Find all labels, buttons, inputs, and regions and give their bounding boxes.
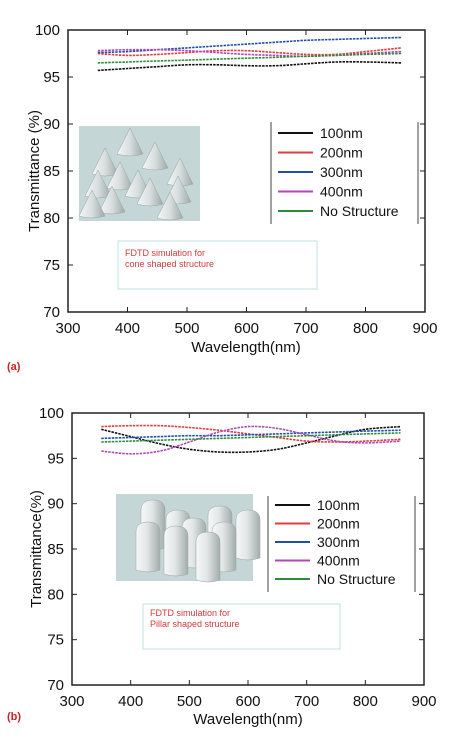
y-axis-title-a: Transmittance (%) bbox=[26, 110, 43, 232]
series-a bbox=[97, 36, 402, 72]
cone-shape bbox=[141, 141, 169, 171]
legend-b: 100nm 200nm 300nm 400nm No Structure bbox=[267, 496, 416, 592]
legend-label: 300nm bbox=[317, 534, 360, 550]
legend-label: 400nm bbox=[317, 553, 360, 569]
legend-label: 100nm bbox=[317, 497, 360, 513]
x-tick-label: 500 bbox=[177, 693, 202, 710]
legend-label: 200nm bbox=[320, 145, 363, 161]
y-tick-label: 100 bbox=[39, 405, 64, 422]
x-tick-label: 300 bbox=[55, 320, 80, 337]
panel-label-a: (a) bbox=[7, 361, 21, 373]
cone-structures-inset bbox=[78, 126, 200, 221]
annotation-box-a: FDTD simulation for cone shaped structur… bbox=[117, 240, 318, 290]
legend-label: 100nm bbox=[320, 125, 363, 141]
y-tick-label: 80 bbox=[43, 210, 60, 227]
cone-shape bbox=[156, 191, 184, 221]
x-axis-title-a: Wavelength(nm) bbox=[191, 339, 300, 356]
series-line-300nm bbox=[101, 429, 401, 440]
y-tick-label: 80 bbox=[47, 586, 64, 603]
series-line-100nm bbox=[101, 425, 401, 454]
series-line-100nm bbox=[97, 60, 402, 72]
annotation-b-line2: Pillar shaped structure bbox=[150, 619, 240, 629]
legend-label: 200nm bbox=[317, 516, 360, 532]
pillar-shape bbox=[163, 525, 189, 577]
x-axis-title-b: Wavelength(nm) bbox=[193, 711, 302, 728]
y-tick-label: 75 bbox=[47, 632, 64, 649]
y-tick-label: 95 bbox=[47, 450, 64, 467]
annotation-a-line1: FDTD simulation for bbox=[125, 248, 205, 258]
y-tick-label: 100 bbox=[35, 22, 60, 39]
series-line-200nm bbox=[97, 47, 402, 57]
y-tick-label: 85 bbox=[43, 163, 60, 180]
x-tick-label: 600 bbox=[234, 320, 259, 337]
x-tick-label: 500 bbox=[174, 320, 199, 337]
panel-label-b: (b) bbox=[7, 711, 21, 723]
legend-label: 400nm bbox=[320, 184, 363, 200]
annotation-b-line1: FDTD simulation for bbox=[150, 608, 230, 618]
x-tick-label: 800 bbox=[353, 320, 378, 337]
ticks-a: 300 400 500 600 700 800 900 70 75 80 85 90 95 100 bbox=[35, 22, 438, 337]
y-tick-label: 75 bbox=[43, 257, 60, 274]
legend-a: 100nm 200nm 300nm 400nm No Structure bbox=[270, 122, 419, 224]
pillar-shape bbox=[195, 531, 221, 583]
y-axis-title-b: Transmittance(%) bbox=[28, 490, 45, 608]
y-tick-label: 95 bbox=[43, 69, 60, 86]
annotation-a-line2: cone shaped structure bbox=[125, 259, 214, 269]
ticks-b: 300 400 500 600 700 800 900 70 75 80 85 90 95 100 bbox=[39, 405, 437, 710]
x-tick-label: 300 bbox=[59, 693, 84, 710]
y-tick-label: 85 bbox=[47, 541, 64, 558]
x-tick-label: 600 bbox=[235, 693, 260, 710]
chart-panel-a: 300 400 500 600 700 800 900 70 75 80 85 90 95 100 100… bbox=[7, 22, 438, 373]
series-line-200nm bbox=[101, 424, 401, 443]
y-tick-label: 90 bbox=[43, 116, 60, 133]
chart-panel-b: 300 400 500 600 700 800 900 70 75 80 85 90 95 100 100… bbox=[7, 405, 437, 728]
legend-label: No Structure bbox=[317, 571, 396, 587]
x-tick-label: 700 bbox=[294, 693, 319, 710]
legend-label: 300nm bbox=[320, 164, 363, 180]
series-line-no-structure bbox=[101, 432, 401, 443]
series-line-400nm bbox=[101, 425, 401, 455]
pillar-shape bbox=[235, 509, 261, 561]
x-tick-label: 400 bbox=[118, 693, 143, 710]
x-tick-label: 400 bbox=[115, 320, 140, 337]
x-tick-label: 900 bbox=[411, 693, 436, 710]
pillar-shape bbox=[135, 521, 161, 573]
pillar-structures-inset bbox=[116, 494, 261, 583]
annotation-box-b: FDTD simulation for Pillar shaped struct… bbox=[142, 603, 341, 650]
y-tick-label: 70 bbox=[47, 677, 64, 694]
y-tick-label: 70 bbox=[43, 304, 60, 321]
x-tick-label: 700 bbox=[293, 320, 318, 337]
cone-shape bbox=[136, 177, 164, 207]
x-tick-label: 800 bbox=[353, 693, 378, 710]
cone-shape bbox=[78, 189, 106, 219]
x-tick-label: 900 bbox=[412, 320, 437, 337]
series-b bbox=[101, 424, 401, 455]
legend-label: No Structure bbox=[320, 203, 399, 219]
cone-shape bbox=[116, 127, 144, 157]
y-tick-label: 90 bbox=[47, 496, 64, 513]
series-line-no-structure bbox=[97, 52, 402, 64]
